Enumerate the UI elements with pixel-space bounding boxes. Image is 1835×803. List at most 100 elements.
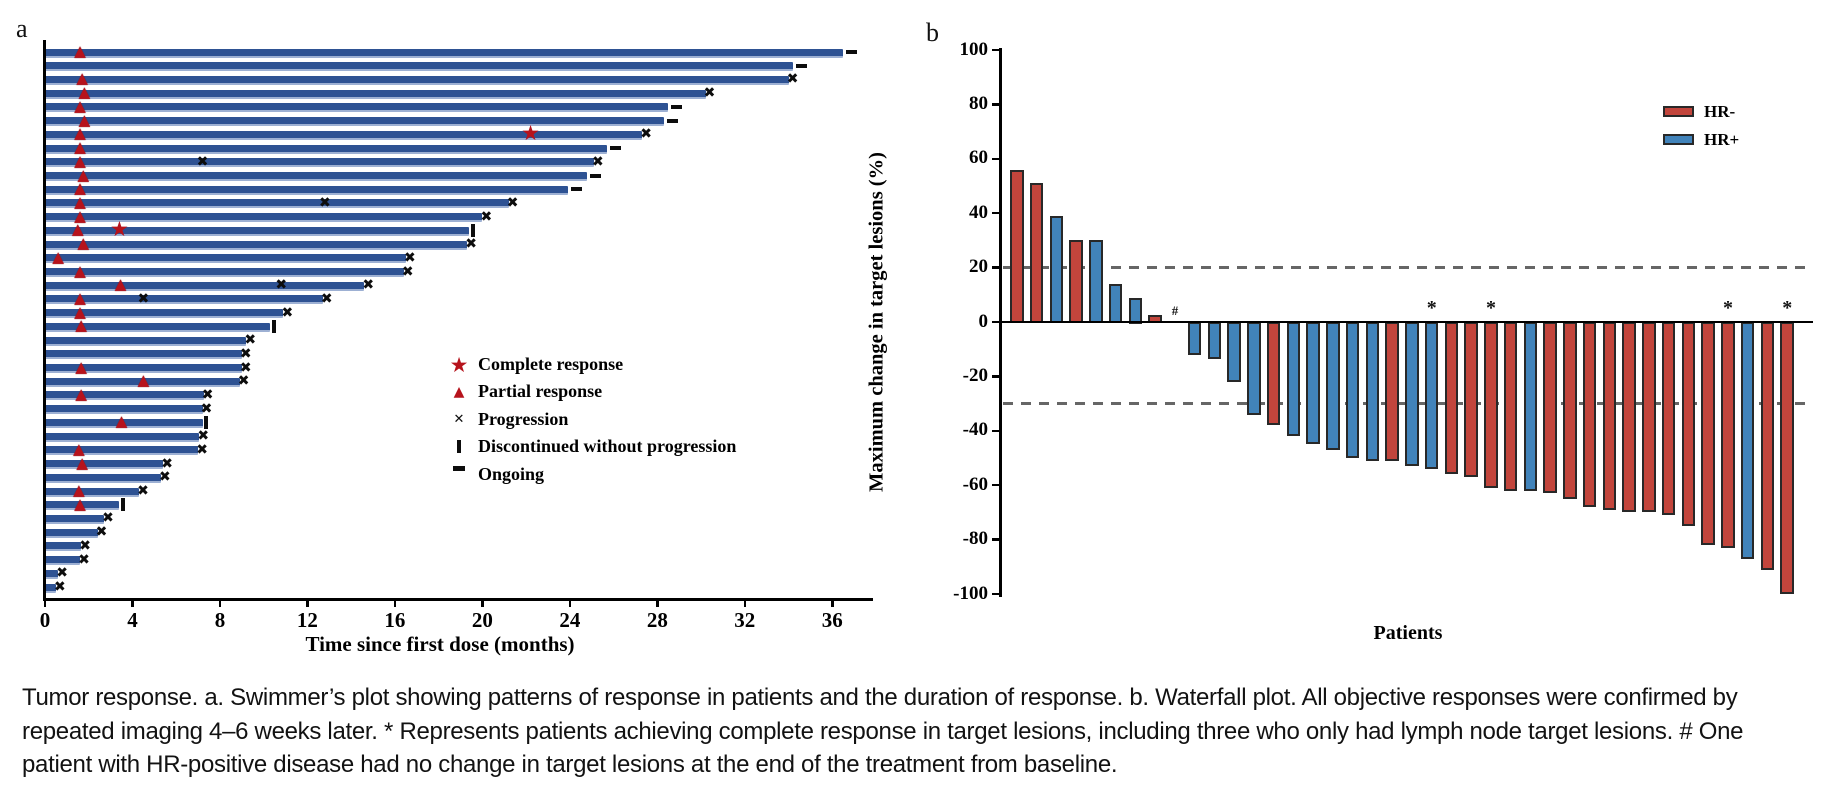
waterfall-bar (1345, 321, 1360, 458)
swimmer-bar (45, 569, 59, 579)
progression-x-icon: ✖ (197, 428, 210, 445)
partial-response-triangle-icon: ▲ (78, 83, 91, 102)
y-tick (992, 266, 1001, 269)
partial-response-triangle-icon: ▲ (74, 151, 86, 170)
y-tick-label: -20 (962, 364, 988, 386)
legend-label: Ongoing (478, 463, 545, 484)
legend-swatch (1663, 106, 1694, 117)
progression-x-icon: ✖ (404, 249, 416, 266)
discontinued-bar-icon (120, 498, 125, 512)
x-tick (481, 598, 484, 607)
reference-dashed-line (1003, 266, 1813, 270)
swimmer-bar (45, 103, 669, 113)
x-tick-label: 36 (821, 608, 843, 632)
ongoing-dash-icon (610, 146, 622, 150)
y-tick-label: 40 (969, 201, 988, 223)
asterisk-note: * (1486, 297, 1496, 319)
swimmer-bar (45, 158, 594, 168)
partial-response-triangle-icon: ▲ (74, 179, 86, 198)
partial-response-triangle-icon: ▲ (73, 439, 85, 458)
waterfall-bar (1029, 183, 1044, 324)
legend-item: ★ Complete response (446, 353, 746, 377)
partial-response-triangle-icon: ▲ (77, 234, 90, 253)
legend-item: Ongoing (446, 463, 746, 487)
x-tick (131, 598, 134, 607)
progression-x-icon: ✖ (196, 153, 209, 170)
waterfall-bar (1247, 321, 1261, 415)
ongoing-dash-icon (671, 104, 683, 109)
progression-x-icon: ✖ (54, 579, 66, 595)
partial-response-triangle-icon: ▲ (78, 110, 91, 129)
legend-label: Complete response (478, 354, 624, 374)
swimmer-bar (45, 432, 200, 442)
swimmer-bar (45, 172, 588, 181)
y-tick-label: 60 (969, 147, 988, 169)
swimmer-bar (45, 213, 483, 223)
swimmer-bar (45, 473, 161, 483)
waterfall-bar (1681, 321, 1696, 526)
swimmer-bar (45, 583, 56, 593)
progression-x-icon: ✖ (78, 551, 90, 568)
y-tick (992, 48, 1001, 52)
partial-response-triangle-icon: ▲ (114, 275, 127, 294)
y-tick (992, 429, 1001, 433)
x-tick (393, 598, 397, 607)
partial-response-triangle-icon: ▲ (75, 316, 87, 335)
progression-x-icon: ✕ (453, 411, 465, 427)
waterfall-bar (1444, 321, 1459, 475)
x-tick (306, 598, 309, 607)
x-tick-label: 20 (471, 608, 493, 632)
y-tick-label: -80 (962, 528, 988, 550)
swimmer-bar (45, 377, 240, 387)
waterfall-bar (1306, 321, 1320, 445)
progression-x-icon: ✖ (506, 194, 519, 211)
legend-label: HR- (1704, 102, 1736, 121)
partial-response-triangle-icon: ▲ (453, 384, 465, 401)
y-tick (992, 592, 1001, 596)
waterfall-bar (1642, 321, 1656, 513)
waterfall-bar (1266, 321, 1281, 426)
waterfall-bar (1326, 321, 1340, 450)
y-tick (992, 320, 1001, 324)
x-tick (656, 598, 659, 607)
x-tick-label: 28 (646, 608, 668, 632)
swimmer-bar (45, 75, 789, 85)
partial-response-triangle-icon: ▲ (74, 302, 86, 321)
waterfall-bar (1523, 321, 1538, 491)
waterfall-bar (1721, 321, 1735, 548)
partial-response-triangle-icon: ▲ (74, 288, 86, 307)
waterfall-bar (1187, 321, 1202, 355)
progression-x-icon: ✖ (95, 524, 108, 541)
waterfall-bar (1563, 321, 1577, 499)
asterisk-note: * (1782, 297, 1793, 319)
progression-x-icon: ✖ (159, 469, 171, 486)
waterfall-bar (1582, 321, 1597, 507)
discontinued-bar-icon (204, 415, 208, 429)
progression-x-icon: ✖ (362, 277, 375, 294)
swimmer-x-axis (43, 598, 873, 601)
legend-label: HR+ (1704, 130, 1740, 149)
progression-x-icon: ✖ (161, 455, 173, 472)
waterfall-y-axis-title: Maximum change in target lesions (%) (865, 152, 888, 492)
swimmer-bar (45, 364, 242, 373)
ongoing-dash-icon (590, 173, 602, 178)
swimmer-bar (45, 501, 120, 511)
swimmer-bar (45, 487, 139, 497)
x-tick-label: 0 (39, 608, 51, 632)
swimmer-bar (45, 322, 271, 332)
swimmer-bar (45, 405, 203, 415)
complete-response-star-icon: ★ (449, 353, 469, 377)
ongoing-dash-icon (796, 63, 807, 68)
panel-b-label: b (926, 18, 939, 47)
waterfall-bar (1049, 215, 1064, 324)
waterfall-bar (1128, 297, 1143, 324)
x-tick (218, 598, 222, 607)
partial-response-triangle-icon: ▲ (74, 42, 86, 60)
y-tick-label: -60 (962, 473, 988, 495)
x-tick (568, 598, 572, 607)
swimmer-bar (45, 528, 98, 538)
waterfall-bar (1286, 321, 1301, 437)
swimmer-bar (45, 130, 643, 140)
x-tick (43, 598, 47, 607)
x-tick-label: 32 (734, 608, 756, 632)
